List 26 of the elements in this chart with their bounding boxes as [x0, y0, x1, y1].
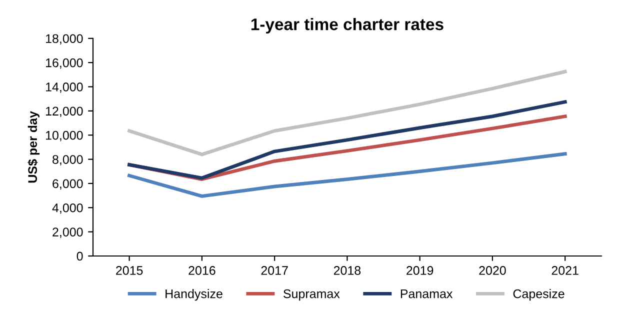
y-tick-label: 2,000 [52, 228, 83, 238]
x-tick-label: 2017 [261, 266, 288, 275]
x-tick-label: 2018 [334, 266, 361, 275]
line-series [128, 70, 567, 156]
x-tick-label: 2019 [406, 266, 434, 275]
chart-title: 1-year time charter rates [251, 18, 444, 34]
legend-label: Handysize [166, 289, 222, 301]
x-tick-label: 2015 [116, 266, 143, 275]
x-tick-label: 2016 [188, 266, 216, 275]
line-series [128, 152, 567, 198]
y-tick-label: 16,000 [46, 58, 83, 69]
y-axis-title: US$ per day [28, 111, 40, 183]
y-tick-label: 12,000 [46, 106, 83, 118]
legend-label: Supramax [284, 289, 340, 301]
x-tick-label: 2020 [479, 266, 506, 275]
legend-label: Capesize [513, 289, 564, 301]
y-tick-label: 14,000 [46, 82, 83, 93]
y-tick-label: 0 [76, 252, 83, 261]
y-tick-label: 18,000 [46, 34, 83, 45]
y-tick-label: 8,000 [52, 155, 83, 166]
y-tick-label: 6,000 [52, 179, 83, 190]
x-tick-label: 2021 [552, 266, 578, 275]
y-tick-label: 10,000 [46, 130, 83, 142]
legend-label: Panamax [400, 289, 453, 298]
y-tick-label: 4,000 [52, 203, 83, 214]
line-series [128, 100, 567, 180]
